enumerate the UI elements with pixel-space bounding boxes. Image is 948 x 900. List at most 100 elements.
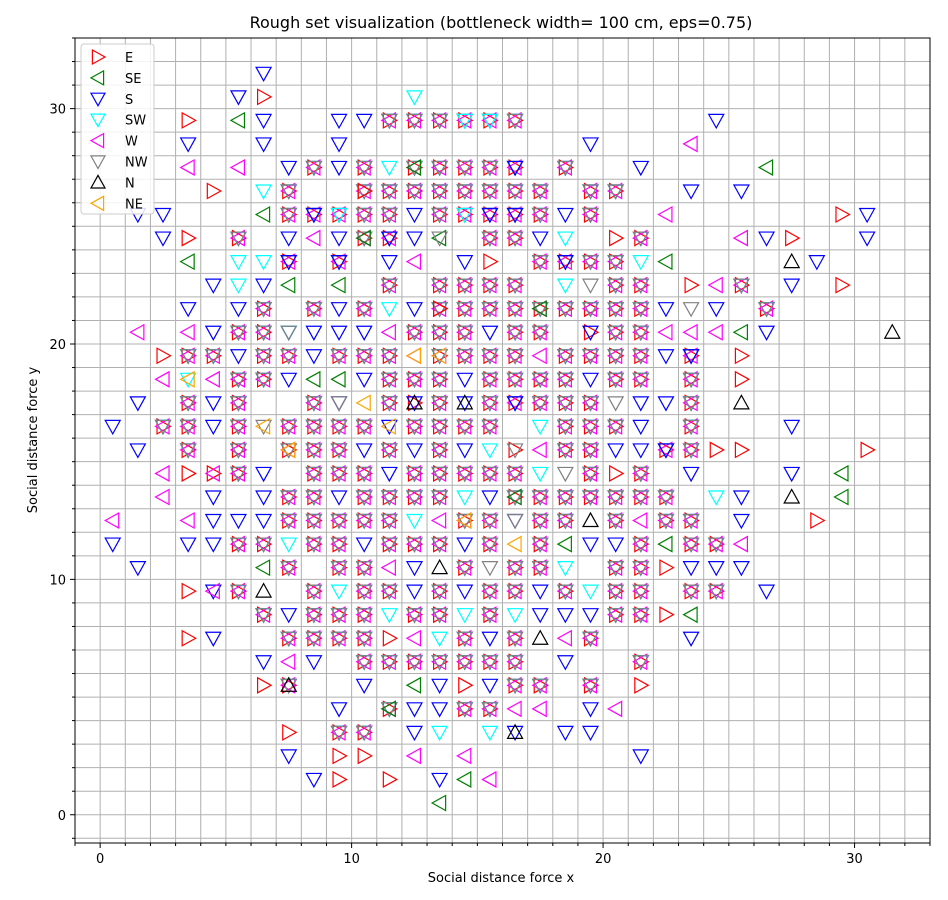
point-w <box>481 111 497 129</box>
point-e <box>257 535 273 553</box>
point-s <box>330 137 348 153</box>
point-e <box>583 182 600 200</box>
point-e <box>257 676 273 694</box>
point-nw <box>607 513 625 530</box>
point-e <box>231 464 248 482</box>
point-e <box>458 347 474 365</box>
point-e <box>684 394 700 412</box>
point-w <box>581 182 598 200</box>
point-e <box>583 441 600 459</box>
point-nw <box>481 396 499 412</box>
point-w <box>430 323 447 341</box>
point-nw <box>607 325 625 341</box>
point-w <box>481 300 497 318</box>
point-e <box>382 629 399 647</box>
point-e <box>332 723 348 741</box>
point-e <box>332 512 348 530</box>
point-w <box>456 276 472 294</box>
point-e <box>357 747 373 765</box>
point-s <box>330 113 348 130</box>
point-w <box>280 417 296 435</box>
point-e <box>407 417 424 435</box>
point-w <box>305 394 321 412</box>
point-se <box>833 488 849 506</box>
point-nw <box>531 678 549 695</box>
point-w <box>682 512 698 530</box>
point-e <box>231 582 248 600</box>
point-w <box>405 535 422 553</box>
point-s <box>405 231 424 247</box>
point-nw <box>255 608 273 624</box>
point-w <box>481 700 497 718</box>
point-e <box>458 629 474 647</box>
point-w <box>330 441 346 459</box>
point-s <box>355 113 373 130</box>
point-w <box>682 323 698 341</box>
point-s <box>280 749 298 765</box>
point-nw <box>506 325 524 341</box>
point-e <box>609 512 625 530</box>
point-nw <box>682 584 700 600</box>
point-s <box>481 325 499 341</box>
point-s <box>355 372 373 389</box>
point-se <box>330 276 346 294</box>
point-e <box>583 629 600 647</box>
point-w <box>556 417 572 435</box>
point-e <box>558 347 575 365</box>
point-e <box>433 488 449 506</box>
point-nw <box>380 113 398 130</box>
point-s <box>581 325 600 341</box>
point-w <box>280 512 296 530</box>
point-e <box>759 300 776 318</box>
point-nw <box>481 608 499 624</box>
point-w <box>506 676 522 694</box>
point-nw <box>380 396 398 412</box>
point-w <box>732 535 748 553</box>
point-nw <box>305 396 323 412</box>
point-w <box>506 559 522 577</box>
point-e <box>357 158 373 176</box>
point-w <box>506 111 522 129</box>
point-s <box>330 325 348 341</box>
point-w <box>430 535 447 553</box>
point-w <box>506 182 522 200</box>
point-s <box>758 231 776 247</box>
point-nw <box>581 678 600 695</box>
point-e <box>282 206 298 224</box>
point-sw <box>456 113 474 130</box>
point-nw <box>481 537 499 553</box>
point-s <box>607 537 625 553</box>
point-w <box>682 370 698 388</box>
point-w <box>581 206 598 224</box>
point-s <box>355 325 373 341</box>
point-nw <box>456 419 474 436</box>
point-e <box>357 488 373 506</box>
point-nw <box>380 584 398 600</box>
point-e <box>433 111 449 129</box>
point-e <box>433 206 449 224</box>
point-s <box>305 772 323 789</box>
point-e <box>407 394 424 412</box>
point-e <box>583 417 600 435</box>
point-s <box>456 584 474 600</box>
point-w <box>355 182 371 200</box>
point-w <box>330 253 346 271</box>
point-e <box>684 417 700 435</box>
point-n <box>456 394 474 410</box>
point-w <box>606 606 623 624</box>
point-e <box>785 229 801 247</box>
point-e <box>357 653 373 671</box>
point-nw <box>607 561 625 577</box>
point-w <box>506 206 522 224</box>
point-sw <box>456 207 474 224</box>
point-e <box>659 559 675 577</box>
x-tick-label: 20 <box>595 852 612 867</box>
point-w <box>430 653 447 671</box>
point-e <box>332 206 348 224</box>
point-ne <box>506 535 522 553</box>
point-e <box>533 370 549 388</box>
point-e <box>508 111 524 129</box>
point-nw <box>305 443 323 459</box>
point-w <box>481 182 497 200</box>
point-nw <box>330 396 348 412</box>
